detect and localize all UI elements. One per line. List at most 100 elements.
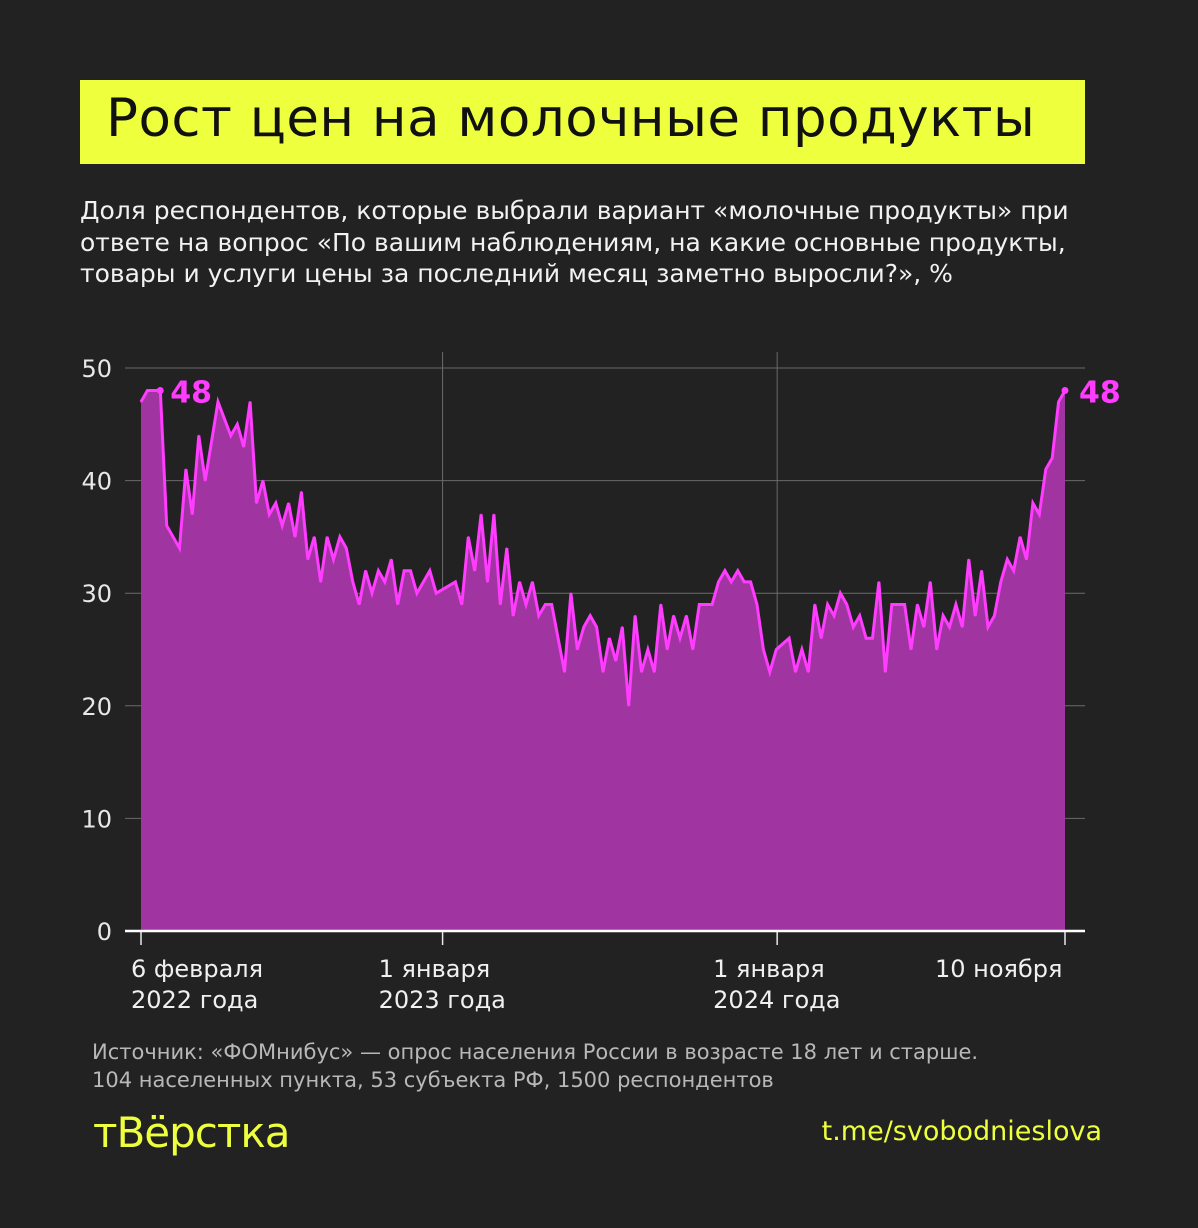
data-point (351, 581, 354, 583)
data-point (268, 513, 271, 516)
data-point (961, 626, 964, 628)
data-point (724, 569, 726, 572)
data-label: 48 (170, 376, 212, 411)
data-point (473, 569, 476, 572)
data-point (743, 581, 745, 583)
data-point (788, 637, 790, 640)
data-point (140, 400, 142, 403)
x-tick-label: 2024 года (713, 986, 840, 1014)
data-point (178, 547, 181, 549)
data-point (217, 400, 219, 403)
highlight-point (1061, 387, 1069, 395)
data-point (358, 603, 360, 606)
data-point (1051, 457, 1053, 459)
data-point (910, 648, 912, 651)
data-point (576, 648, 579, 651)
y-tick-label: 40 (81, 468, 112, 496)
data-point (852, 626, 855, 628)
data-point (730, 581, 733, 583)
data-point (300, 491, 303, 493)
data-point (775, 648, 778, 651)
data-point (525, 603, 527, 606)
data-point (428, 569, 431, 572)
data-point (878, 581, 880, 583)
data-point (165, 524, 168, 527)
x-tick-label: 2022 года (131, 986, 258, 1014)
data-point (197, 434, 200, 437)
data-point (1032, 502, 1034, 504)
data-point (1038, 513, 1041, 516)
data-point (602, 671, 604, 673)
data-point (1025, 558, 1028, 561)
data-point (249, 400, 251, 403)
data-point (884, 671, 887, 673)
data-label: 48 (1079, 376, 1121, 411)
y-tick-label: 0 (97, 918, 112, 946)
x-tick-label: 6 февраля (131, 955, 263, 983)
data-point (262, 479, 264, 482)
axis-labels: 0 10 20 30 40 50 6 февраля 2022 года 1 января 202… (81, 355, 1120, 1014)
data-point (801, 648, 803, 651)
data-point (550, 603, 553, 606)
data-point (846, 603, 848, 606)
data-point (307, 558, 309, 561)
data-point (627, 705, 630, 707)
area-fill (141, 390, 1065, 931)
data-point (377, 569, 380, 572)
data-point (672, 614, 675, 617)
data-point (191, 513, 194, 516)
data-point (326, 536, 328, 538)
data-point (467, 536, 470, 538)
data-point (493, 513, 495, 516)
data-point (615, 659, 617, 662)
data-point (717, 581, 720, 583)
data-point (890, 603, 893, 606)
x-tick-label: 10 ноября (935, 955, 1062, 983)
data-point (230, 434, 232, 437)
data-point (833, 614, 835, 617)
data-point (647, 648, 649, 651)
data-point (287, 502, 290, 504)
y-tick-label: 50 (81, 355, 112, 383)
data-point (409, 569, 412, 572)
data-point (332, 558, 335, 561)
data-point (935, 648, 938, 651)
data-point (826, 603, 829, 606)
data-point (865, 637, 867, 640)
data-point (255, 502, 258, 504)
data-point (621, 626, 624, 628)
data-point (871, 637, 874, 640)
data-point (762, 648, 765, 651)
data-point (570, 592, 572, 594)
y-tick-label: 20 (81, 693, 112, 721)
data-point (531, 581, 534, 583)
data-point (903, 603, 906, 606)
data-point (538, 614, 540, 617)
data-points (140, 387, 1069, 707)
data-point (499, 603, 502, 606)
data-point (666, 648, 668, 651)
data-point (858, 614, 861, 617)
verstka-logo: тВёрстка (93, 1108, 290, 1157)
data-point (274, 502, 277, 504)
data-point (512, 614, 514, 617)
data-point (544, 603, 547, 606)
data-point (396, 603, 399, 606)
x-tick-label: 1 января (379, 955, 491, 983)
data-point (698, 603, 701, 606)
data-point (486, 581, 489, 583)
data-point (518, 581, 521, 583)
data-point (634, 614, 636, 617)
data-point (769, 671, 771, 673)
data-point (390, 558, 393, 561)
data-point (153, 389, 155, 392)
data-point (653, 671, 656, 673)
data-point (980, 569, 983, 572)
telegram-link[interactable]: t.me/svobodnieslova (821, 1116, 1102, 1147)
data-point (1044, 468, 1047, 471)
data-point (339, 536, 341, 538)
data-point (1000, 581, 1002, 583)
data-point (659, 603, 662, 606)
data-point (974, 614, 976, 617)
